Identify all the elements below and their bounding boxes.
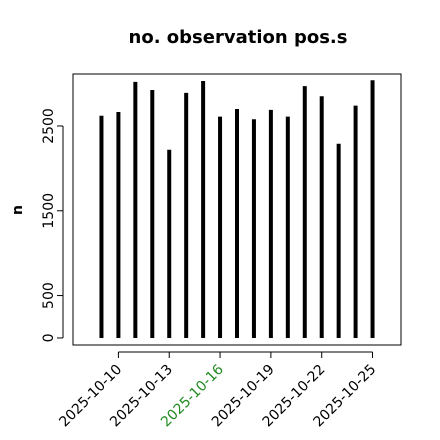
y-tick-label: 2500: [41, 108, 57, 144]
y-tick-label: 0: [41, 334, 57, 343]
plot-box: [72, 73, 402, 346]
y-tick-label: 500: [41, 282, 57, 309]
chart-title: no. observation pos.s: [129, 27, 348, 48]
y-tick-label: 1500: [41, 193, 57, 229]
y-axis-label: n: [10, 205, 26, 215]
